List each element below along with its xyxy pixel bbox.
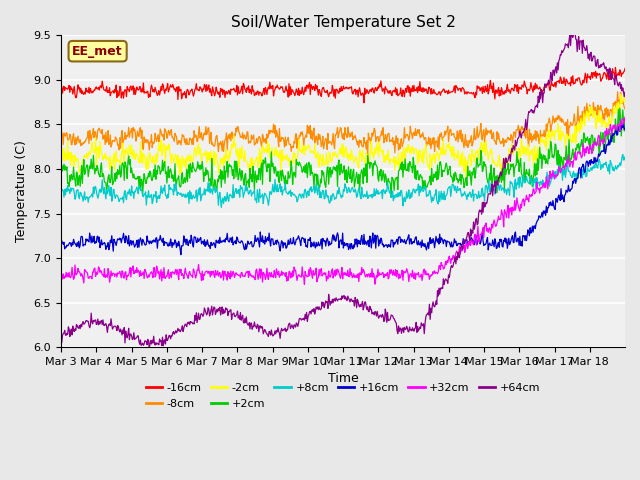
-8cm	[124, 133, 131, 139]
-16cm	[621, 66, 629, 72]
Line: -8cm: -8cm	[61, 92, 625, 155]
-16cm	[57, 82, 65, 87]
+2cm	[57, 171, 65, 177]
-2cm	[276, 147, 284, 153]
+16cm	[177, 252, 185, 258]
Line: +2cm: +2cm	[61, 108, 625, 197]
-2cm	[227, 149, 235, 155]
-8cm	[276, 139, 284, 144]
+32cm	[402, 269, 410, 275]
+2cm	[621, 119, 629, 124]
+64cm	[145, 346, 153, 351]
+2cm	[227, 163, 235, 168]
-16cm	[434, 92, 442, 97]
+64cm	[124, 335, 131, 341]
+2cm	[255, 166, 262, 171]
Text: EE_met: EE_met	[72, 45, 123, 58]
+32cm	[434, 271, 442, 276]
Line: +32cm: +32cm	[61, 117, 625, 284]
-8cm	[227, 138, 235, 144]
Line: -2cm: -2cm	[61, 92, 625, 181]
-16cm	[227, 86, 235, 92]
+64cm	[256, 324, 264, 329]
-2cm	[433, 148, 440, 154]
-8cm	[255, 134, 262, 140]
-8cm	[57, 122, 65, 128]
+16cm	[402, 241, 410, 247]
+16cm	[124, 239, 131, 244]
-8cm	[434, 144, 442, 150]
+64cm	[402, 326, 410, 332]
+2cm	[434, 162, 442, 168]
-8cm	[621, 106, 629, 112]
Line: +8cm: +8cm	[61, 155, 625, 207]
Y-axis label: Temperature (C): Temperature (C)	[15, 140, 28, 242]
-2cm	[462, 179, 470, 184]
+64cm	[570, 22, 578, 27]
+2cm	[616, 105, 624, 111]
+16cm	[57, 240, 65, 245]
+8cm	[57, 183, 65, 189]
+8cm	[124, 190, 131, 196]
-16cm	[255, 92, 262, 98]
+16cm	[277, 242, 285, 248]
-2cm	[57, 144, 65, 150]
-16cm	[124, 84, 131, 89]
-16cm	[276, 85, 284, 91]
-8cm	[364, 152, 371, 158]
+32cm	[57, 271, 65, 276]
+8cm	[277, 189, 285, 195]
-2cm	[620, 89, 628, 95]
+16cm	[256, 244, 264, 250]
+64cm	[57, 335, 65, 340]
+16cm	[228, 240, 236, 245]
-2cm	[621, 100, 629, 106]
+2cm	[124, 176, 131, 181]
+32cm	[227, 268, 235, 274]
-2cm	[401, 163, 409, 169]
+32cm	[255, 271, 262, 277]
+8cm	[256, 186, 264, 192]
-8cm	[402, 133, 410, 139]
+32cm	[124, 272, 131, 278]
-16cm	[402, 85, 410, 91]
+32cm	[301, 281, 308, 287]
+8cm	[218, 204, 225, 210]
Title: Soil/Water Temperature Set 2: Soil/Water Temperature Set 2	[230, 15, 456, 30]
+8cm	[619, 152, 627, 157]
Line: -16cm: -16cm	[61, 68, 625, 103]
Line: +16cm: +16cm	[61, 123, 625, 255]
+8cm	[402, 196, 410, 202]
+8cm	[434, 200, 442, 205]
Legend: -16cm, -8cm, -2cm, +2cm, +8cm, +16cm, +32cm, +64cm: -16cm, -8cm, -2cm, +2cm, +8cm, +16cm, +3…	[141, 379, 545, 413]
+2cm	[402, 168, 410, 173]
+32cm	[621, 114, 629, 120]
+8cm	[228, 193, 236, 199]
Line: +64cm: +64cm	[61, 24, 625, 348]
X-axis label: Time: Time	[328, 372, 358, 385]
-16cm	[612, 65, 620, 71]
+16cm	[434, 240, 442, 245]
+64cm	[228, 316, 236, 322]
+64cm	[434, 288, 442, 293]
+2cm	[387, 194, 395, 200]
+8cm	[621, 157, 629, 163]
-8cm	[614, 89, 621, 95]
+16cm	[617, 120, 625, 126]
+64cm	[621, 89, 629, 95]
+16cm	[621, 126, 629, 132]
-2cm	[255, 159, 262, 165]
-16cm	[360, 100, 368, 106]
+32cm	[276, 272, 284, 278]
+64cm	[277, 328, 285, 334]
+2cm	[276, 168, 284, 174]
-2cm	[124, 149, 131, 155]
